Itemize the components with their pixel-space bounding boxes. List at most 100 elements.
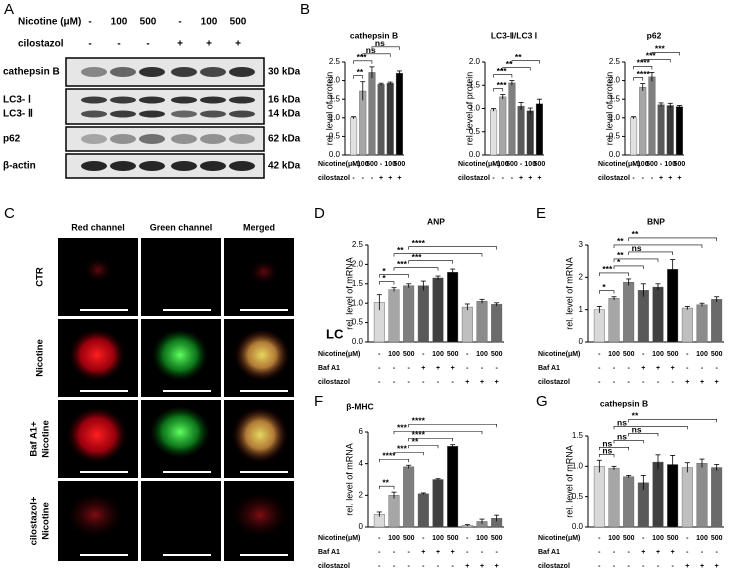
bar	[711, 467, 723, 528]
y-tick-label: 1.0	[572, 461, 584, 470]
condition-mark: -	[407, 563, 410, 570]
bar	[417, 285, 429, 343]
condition-mark: -	[422, 379, 425, 386]
y-axis-label: rel. level of mRNA	[344, 443, 354, 516]
condition-mark: +	[388, 175, 392, 182]
significance-label: *	[617, 257, 621, 267]
x-tick-label: 500	[366, 161, 378, 168]
condition-mark: +	[677, 175, 681, 182]
y-tick-label: 2.0	[352, 260, 364, 269]
y-tick-label: 2	[579, 272, 584, 281]
condition-label: Baf A1+	[29, 421, 40, 457]
error-bar	[351, 116, 357, 119]
error-bar	[494, 302, 500, 306]
error-bar	[450, 444, 456, 448]
significance-label: **	[382, 477, 389, 487]
significance-label: ****	[382, 451, 396, 461]
x-tick-label: 100	[652, 351, 664, 358]
significance-bracket	[353, 75, 364, 79]
row-label: cilostazol	[318, 175, 350, 182]
significance-bracket	[628, 251, 673, 255]
y-tick-label: 0	[579, 337, 584, 346]
condition-mark: +	[715, 379, 719, 386]
panel-label: G	[536, 393, 548, 410]
bar	[593, 309, 605, 343]
significance-bracket	[633, 77, 644, 81]
x-tick-label: -	[520, 161, 523, 168]
bar	[711, 299, 723, 343]
x-tick-label: 500	[491, 535, 503, 542]
x-tick-label: -	[598, 535, 601, 542]
blot-row-name: LC3- Ⅰ	[3, 95, 31, 106]
condition-mark: -	[422, 563, 425, 570]
condition-mark: -	[495, 549, 498, 556]
condition-mark: -	[466, 365, 469, 372]
blot-row-name: β-actin	[3, 161, 36, 172]
significance-bracket	[651, 52, 680, 56]
error-bar	[536, 98, 542, 109]
y-tick-label: 2.0	[469, 57, 481, 66]
condition-mark: +	[671, 365, 675, 372]
x-tick-label: -	[466, 535, 469, 542]
error-bar	[479, 298, 485, 304]
panel-label: C	[4, 205, 15, 222]
error-bar	[369, 66, 375, 78]
bar	[630, 117, 638, 156]
condition-mark: -	[613, 563, 616, 570]
y-tick-label: 1.5	[329, 94, 341, 103]
error-bar	[596, 459, 602, 473]
significance-bracket	[393, 430, 483, 435]
significance-bracket	[408, 444, 439, 449]
blot-header-label: 500	[230, 17, 247, 28]
bar	[623, 281, 635, 343]
error-bar	[714, 464, 720, 471]
blot-band	[139, 110, 165, 118]
bar	[517, 105, 525, 156]
significance-label: ns	[366, 45, 376, 55]
y-tick-label: 1	[579, 305, 584, 314]
condition-mark: +	[700, 379, 704, 386]
chart-title: cathepsin B	[350, 30, 398, 40]
x-tick-label: 500	[447, 535, 459, 542]
significance-label: **	[397, 245, 404, 255]
chart-title: ANP	[427, 216, 445, 226]
significance-label: ***	[412, 252, 423, 262]
significance-label: ***	[602, 264, 613, 274]
significance-label: **	[506, 59, 513, 69]
y-tick-label: 4	[359, 459, 364, 468]
significance-label: ns	[602, 439, 612, 449]
error-bar	[631, 116, 637, 119]
condition-mark: -	[598, 563, 601, 570]
condition-mark: -	[613, 365, 616, 372]
bar	[696, 304, 708, 343]
blot-header-label: -	[117, 39, 120, 50]
condition-mark: -	[613, 549, 616, 556]
condition-mark: +	[668, 175, 672, 182]
y-tick-label: 6	[359, 427, 364, 436]
x-tick-label: -	[380, 161, 383, 168]
significance-bracket	[511, 60, 540, 64]
error-bar	[420, 492, 426, 495]
x-tick-label: 500	[394, 161, 406, 168]
error-bar	[626, 278, 632, 286]
blot-header-label: +	[177, 39, 183, 50]
row-label: Nicotine(μM)	[318, 535, 360, 542]
condition-mark: -	[393, 563, 396, 570]
chart-title: β-MHC	[346, 401, 373, 411]
y-tick-label: 0.5	[609, 132, 621, 141]
row-label: cilostazol	[458, 175, 490, 182]
error-bar	[518, 102, 524, 110]
significance-label: ns	[632, 425, 642, 435]
x-tick-label: 100	[608, 351, 620, 358]
blot-size: 62 kDa	[268, 134, 301, 145]
x-tick-label: 100	[696, 351, 708, 358]
row-label: cilostazol	[598, 175, 630, 182]
bar	[350, 117, 358, 156]
blot-band	[139, 161, 165, 171]
x-tick-label: -	[598, 351, 601, 358]
error-bar	[699, 302, 705, 307]
blot-band	[110, 96, 136, 104]
row-label: Baf A1	[538, 549, 560, 556]
significance-label: ****	[637, 58, 651, 68]
bar	[667, 464, 679, 528]
